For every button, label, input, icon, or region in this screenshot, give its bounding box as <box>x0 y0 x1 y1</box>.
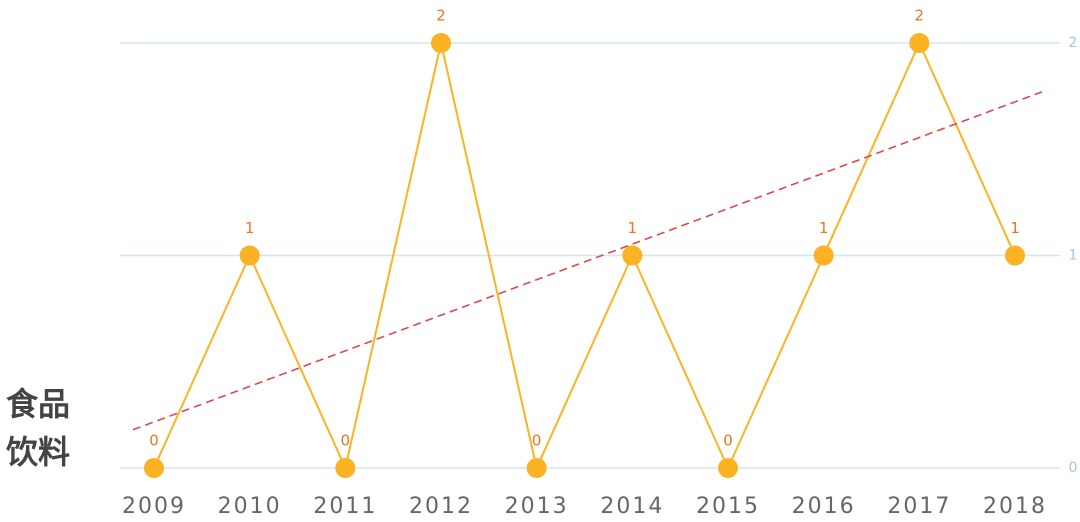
y-axis-label: 食品 <box>6 385 70 423</box>
series-line <box>153 40 1016 472</box>
data-label: 2 <box>436 7 446 25</box>
data-label: 1 <box>628 219 638 237</box>
x-tick-label: 2011 <box>313 494 377 519</box>
data-point <box>335 458 356 478</box>
x-tick-label: 2012 <box>409 494 473 519</box>
data-point <box>718 458 738 478</box>
data-label: 2 <box>915 7 925 25</box>
y-tick-label: 2 <box>1069 35 1078 51</box>
data-point <box>526 458 547 478</box>
data-point <box>144 458 164 478</box>
data-point <box>813 245 834 266</box>
data-point <box>1005 245 1025 266</box>
data-label: 1 <box>1010 219 1020 237</box>
x-tick-label: 2014 <box>600 494 664 519</box>
data-point <box>239 245 260 266</box>
data-label: 0 <box>532 432 542 450</box>
x-tick-label: 2015 <box>696 494 760 519</box>
data-point <box>431 33 451 53</box>
data-label: 1 <box>245 219 255 237</box>
x-tick-label: 2018 <box>983 494 1047 519</box>
y-tick-label: 0 <box>1069 460 1078 476</box>
x-tick-label: 2017 <box>887 494 951 519</box>
x-tick-label: 2013 <box>505 494 569 519</box>
data-label: 0 <box>723 432 733 450</box>
y-axis-label: 饮料 <box>6 433 70 471</box>
x-tick-label: 2009 <box>122 494 186 519</box>
y-tick-label: 1 <box>1069 248 1078 264</box>
data-point <box>909 33 930 53</box>
data-point <box>622 245 643 266</box>
data-label: 1 <box>819 219 829 237</box>
data-label: 0 <box>341 432 351 450</box>
trend-line <box>132 91 1043 431</box>
x-tick-label: 2016 <box>792 494 856 519</box>
data-label: 0 <box>149 432 159 450</box>
x-tick-label: 2010 <box>218 494 282 519</box>
